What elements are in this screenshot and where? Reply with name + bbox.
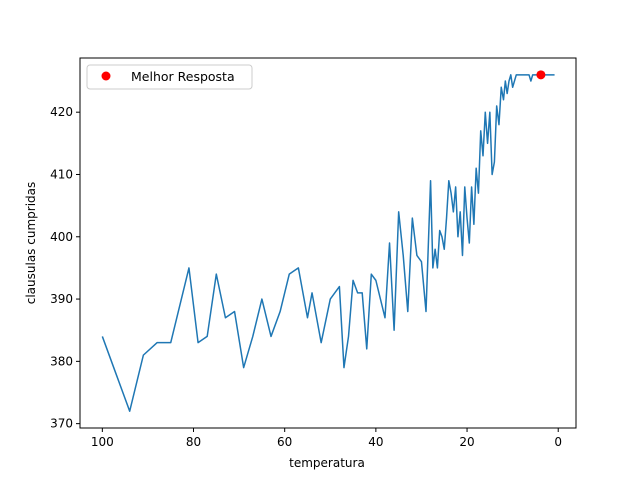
x-tick-label-60: 60 xyxy=(277,435,292,449)
axes-frame xyxy=(79,57,577,429)
legend-label-best: Melhor Resposta xyxy=(131,69,235,84)
y-tick-label-410: 410 xyxy=(50,167,73,181)
x-tick-label-20: 20 xyxy=(459,435,474,449)
x-tick-label-80: 80 xyxy=(186,435,201,449)
y-tick-label-420: 420 xyxy=(50,105,73,119)
axes-layer: 100 80 60 40 20 0 370 380 390 400 410 420 xyxy=(50,57,577,449)
legend-marker-best xyxy=(101,71,111,81)
y-tick-label-370: 370 xyxy=(50,417,73,431)
y-axis-label: clausulas cumpridas xyxy=(24,182,38,305)
plot-layer xyxy=(101,70,555,412)
x-axis-label: temperatura xyxy=(289,456,365,470)
y-tick-label-390: 390 xyxy=(50,292,73,306)
series-line-0 xyxy=(101,74,555,412)
legend-frame xyxy=(86,64,253,90)
legend: Melhor Resposta xyxy=(86,64,253,90)
y-tick-label-380: 380 xyxy=(50,354,73,368)
x-tick-label-0: 0 xyxy=(554,435,562,449)
best-response-marker xyxy=(536,70,546,80)
x-tick-label-100: 100 xyxy=(91,435,114,449)
y-tick-label-400: 400 xyxy=(50,230,73,244)
x-tick-label-40: 40 xyxy=(368,435,383,449)
